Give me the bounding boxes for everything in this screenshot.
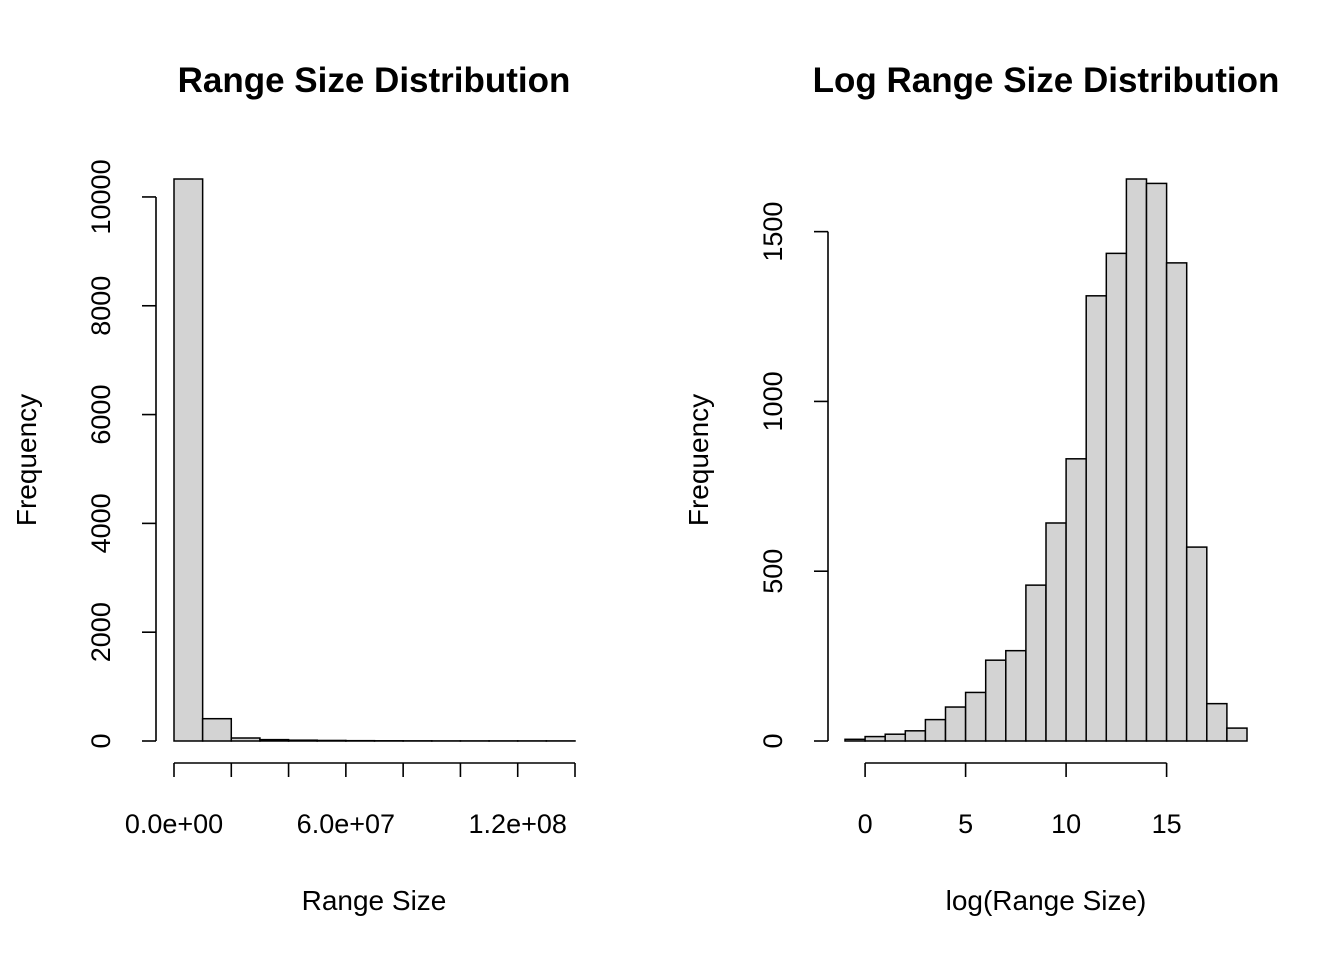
- histogram-bar: [865, 737, 885, 741]
- histogram-bar: [1207, 704, 1227, 741]
- x-tick-label: 0.0e+00: [125, 809, 223, 839]
- x-tick-label: 15: [1152, 809, 1182, 839]
- histogram-bar: [260, 740, 289, 741]
- y-axis-label: Frequency: [683, 394, 714, 526]
- histogram-bar: [1106, 253, 1126, 741]
- histogram-bar: [905, 731, 925, 741]
- histogram-bar: [845, 739, 865, 741]
- histogram-bar: [1167, 263, 1187, 741]
- y-tick-label: 1000: [758, 371, 788, 431]
- histogram-bar: [1026, 585, 1046, 741]
- histogram-bar: [946, 707, 966, 741]
- x-tick-label: 6.0e+07: [297, 809, 395, 839]
- histogram-bar: [1187, 547, 1207, 741]
- histogram-bar: [1006, 651, 1026, 741]
- histogram-bar: [1046, 523, 1066, 741]
- histogram-bar: [289, 740, 318, 741]
- y-tick-label: 500: [758, 549, 788, 594]
- x-tick-label: 5: [958, 809, 973, 839]
- histogram-bar: [925, 720, 945, 741]
- chart-title: Range Size Distribution: [178, 61, 571, 100]
- y-tick-label: 2000: [86, 602, 116, 662]
- y-tick-label: 0: [86, 733, 116, 748]
- y-tick-label: 4000: [86, 493, 116, 553]
- y-tick-label: 10000: [86, 159, 116, 234]
- histogram-bar: [1147, 183, 1167, 741]
- histogram-bar: [203, 719, 232, 741]
- chart-title: Log Range Size Distribution: [813, 61, 1280, 100]
- y-axis-label: Frequency: [11, 394, 42, 526]
- x-tick-label: 0: [858, 809, 873, 839]
- histogram-bar: [231, 738, 260, 741]
- histogram-bar: [966, 692, 986, 741]
- histogram-bar: [986, 660, 1006, 741]
- x-tick-label: 1.2e+08: [469, 809, 567, 839]
- x-tick-label: 10: [1051, 809, 1081, 839]
- histogram-bar: [1227, 728, 1247, 741]
- y-tick-label: 1500: [758, 202, 788, 262]
- histogram-bar: [885, 734, 905, 741]
- x-axis-label: Range Size: [302, 885, 447, 916]
- y-tick-label: 8000: [86, 276, 116, 336]
- histogram-bar: [174, 179, 203, 741]
- y-tick-label: 0: [758, 733, 788, 748]
- histogram-bar: [1086, 296, 1106, 741]
- histogram-bar: [1066, 459, 1086, 741]
- histogram-bar: [1126, 179, 1146, 741]
- y-tick-label: 6000: [86, 385, 116, 445]
- log-range-size-histogram: Log Range Size Distribution log(Range Si…: [683, 61, 1279, 916]
- histogram-bar: [317, 740, 346, 741]
- range-size-histogram: Range Size Distribution Range Size Frequ…: [11, 61, 575, 916]
- x-axis-label: log(Range Size): [946, 885, 1147, 916]
